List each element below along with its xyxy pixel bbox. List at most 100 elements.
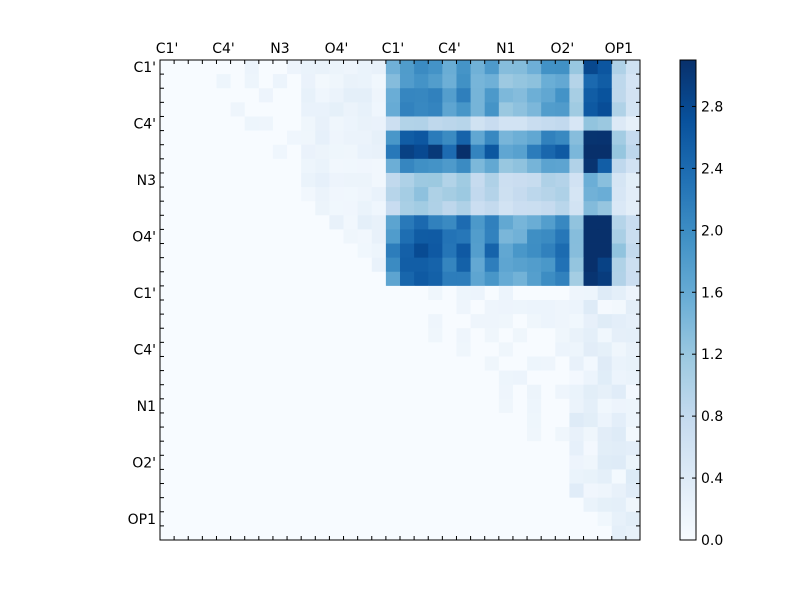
- heatmap-cell: [625, 88, 641, 103]
- heatmap-cell: [428, 427, 443, 442]
- heatmap-cell: [258, 144, 274, 160]
- heatmap-cell: [230, 412, 246, 428]
- heatmap-cell: [202, 158, 217, 174]
- heatmap-cell: [400, 525, 415, 541]
- heatmap-cell: [329, 483, 344, 499]
- heatmap-cell: [174, 215, 189, 230]
- heatmap-cell: [470, 229, 486, 244]
- heatmap-cell: [555, 525, 570, 541]
- heatmap-cell: [498, 158, 514, 174]
- heatmap-cell: [287, 158, 302, 174]
- heatmap-cell: [625, 398, 641, 414]
- heatmap-cell: [230, 201, 246, 216]
- heatmap-cell: [216, 172, 231, 188]
- heatmap-cell: [456, 469, 471, 484]
- heatmap-cell: [329, 328, 344, 343]
- heatmap-cell: [484, 427, 500, 442]
- heatmap-cell: [244, 497, 260, 513]
- heatmap-cell: [484, 116, 500, 131]
- heatmap-cell: [597, 243, 613, 259]
- heatmap-cell: [301, 172, 316, 188]
- heatmap-cell: [512, 285, 528, 301]
- heatmap-cell: [160, 441, 175, 456]
- heatmap-cell: [512, 356, 528, 371]
- heatmap-cell: [625, 60, 641, 75]
- x-tick-label: N3: [270, 41, 289, 57]
- heatmap-cell: [343, 384, 359, 400]
- heatmap-cell: [470, 74, 486, 89]
- heatmap-cell: [230, 370, 246, 386]
- heatmap-cell: [555, 483, 570, 499]
- heatmap-cell: [512, 116, 528, 131]
- heatmap-cell: [456, 158, 471, 174]
- heatmap-cell: [385, 483, 401, 499]
- heatmap-cell: [527, 116, 542, 131]
- heatmap-cell: [569, 229, 584, 244]
- heatmap-cell: [385, 427, 401, 442]
- heatmap-cell: [287, 412, 302, 428]
- heatmap-cell: [202, 441, 217, 456]
- heatmap-cell: [583, 271, 599, 287]
- heatmap-cell: [216, 455, 231, 470]
- heatmap-cell: [400, 455, 415, 470]
- heatmap-cell: [188, 285, 203, 301]
- heatmap-cell: [414, 271, 429, 287]
- heatmap-cell: [541, 158, 556, 174]
- heatmap-cell: [202, 201, 217, 216]
- heatmap-cell: [569, 328, 584, 343]
- heatmap-cell: [555, 427, 570, 442]
- heatmap-cell: [414, 257, 429, 273]
- heatmap-cell: [484, 384, 500, 400]
- heatmap-cell: [230, 427, 246, 442]
- heatmap-cell: [272, 511, 288, 527]
- heatmap-cell: [272, 469, 288, 484]
- heatmap-cell: [329, 201, 344, 216]
- heatmap-cell: [555, 130, 570, 146]
- colorbar-tick-label: 1.6: [701, 285, 723, 301]
- heatmap-cell: [541, 271, 556, 287]
- heatmap-cell: [287, 398, 302, 414]
- heatmap-cell: [258, 257, 274, 273]
- heatmap-cell: [400, 158, 415, 174]
- heatmap-cell: [315, 285, 330, 301]
- heatmap-cell: [597, 229, 613, 244]
- heatmap-cell: [315, 74, 330, 89]
- heatmap-cell: [357, 88, 373, 103]
- heatmap-cell: [512, 158, 528, 174]
- heatmap-cell: [385, 74, 401, 89]
- heatmap-cell: [583, 427, 599, 442]
- heatmap-cell: [512, 271, 528, 287]
- heatmap-cell: [385, 201, 401, 216]
- heatmap-cell: [202, 88, 217, 103]
- heatmap-cell: [442, 144, 457, 160]
- y-tick-label: N3: [137, 173, 156, 189]
- heatmap-cell: [385, 314, 401, 329]
- heatmap-cell: [315, 158, 330, 174]
- heatmap-cell: [414, 116, 429, 131]
- heatmap-cell: [202, 483, 217, 499]
- heatmap-cell: [611, 356, 627, 371]
- heatmap-cell: [160, 201, 175, 216]
- heatmap-cell: [498, 328, 514, 343]
- heatmap-cell: [188, 271, 203, 287]
- heatmap-cell: [301, 314, 316, 329]
- heatmap-cell: [160, 370, 175, 386]
- heatmap-cell: [498, 172, 514, 188]
- heatmap-cell: [160, 74, 175, 89]
- heatmap-cell: [456, 441, 471, 456]
- heatmap-cell: [357, 285, 373, 301]
- heatmap-cell: [583, 511, 599, 527]
- heatmap-cell: [484, 398, 500, 414]
- heatmap-cell: [329, 243, 344, 259]
- heatmap-cell: [272, 215, 288, 230]
- heatmap-cell: [329, 469, 344, 484]
- heatmap-cell: [555, 342, 570, 357]
- heatmap-cell: [456, 483, 471, 499]
- heatmap-cell: [188, 158, 203, 174]
- heatmap-cell: [230, 187, 246, 202]
- heatmap-cell: [160, 215, 175, 230]
- heatmap-cell: [583, 356, 599, 371]
- heatmap-cell: [244, 525, 260, 541]
- heatmap-cell: [583, 130, 599, 146]
- heatmap-cell: [385, 60, 401, 75]
